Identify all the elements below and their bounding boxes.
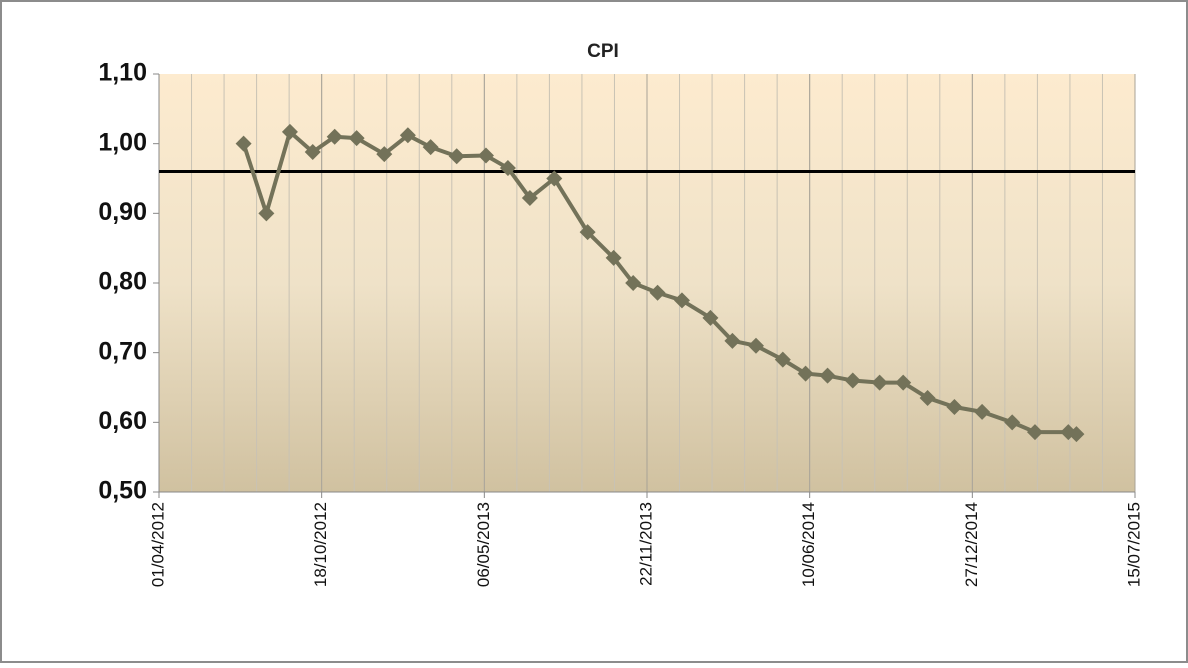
x-tick-label: 01/04/2012	[148, 502, 167, 587]
marker	[844, 372, 861, 389]
marker	[946, 399, 963, 416]
x-tick-label: 06/05/2013	[474, 502, 493, 587]
marker	[819, 367, 836, 384]
marker	[724, 332, 741, 349]
marker	[579, 224, 596, 241]
marker	[235, 135, 252, 152]
marker	[895, 374, 912, 391]
marker	[673, 292, 690, 309]
marker	[448, 148, 465, 165]
marker	[1068, 426, 1085, 443]
marker	[281, 123, 298, 140]
x-tick-label: 15/07/2015	[1124, 502, 1143, 587]
y-tick-label: 0,60	[98, 407, 147, 435]
marker	[649, 284, 666, 301]
marker	[304, 144, 321, 161]
marker	[326, 128, 343, 145]
x-tick-label: 22/11/2013	[636, 502, 655, 586]
x-tick-label: 27/12/2014	[962, 502, 981, 587]
x-tick-label: 18/10/2012	[311, 502, 330, 587]
marker	[1026, 424, 1043, 441]
marker	[399, 127, 416, 144]
y-tick-label: 1,10	[98, 59, 147, 87]
y-tick-label: 1,00	[98, 128, 147, 156]
marker	[499, 160, 516, 177]
y-tick-label: 0,80	[98, 268, 147, 296]
marker	[422, 139, 439, 156]
marker	[1004, 414, 1021, 431]
marker	[747, 337, 764, 354]
marker	[477, 147, 494, 164]
marker	[258, 205, 275, 222]
marker	[546, 170, 563, 187]
marker	[348, 130, 365, 147]
marker	[797, 365, 814, 382]
marker	[521, 190, 538, 207]
y-tick-label: 0,90	[98, 198, 147, 226]
marker	[605, 249, 622, 266]
x-tick-label: 10/06/2014	[799, 502, 818, 587]
chart-title: CPI	[587, 41, 619, 62]
marker	[702, 309, 719, 326]
y-tick-label: 0,50	[98, 477, 147, 505]
marker	[919, 389, 936, 406]
marker	[376, 146, 393, 163]
marker	[774, 351, 791, 368]
marker	[871, 374, 888, 391]
marker	[625, 275, 642, 291]
marker	[974, 403, 991, 420]
y-tick-label: 0,70	[98, 337, 147, 365]
